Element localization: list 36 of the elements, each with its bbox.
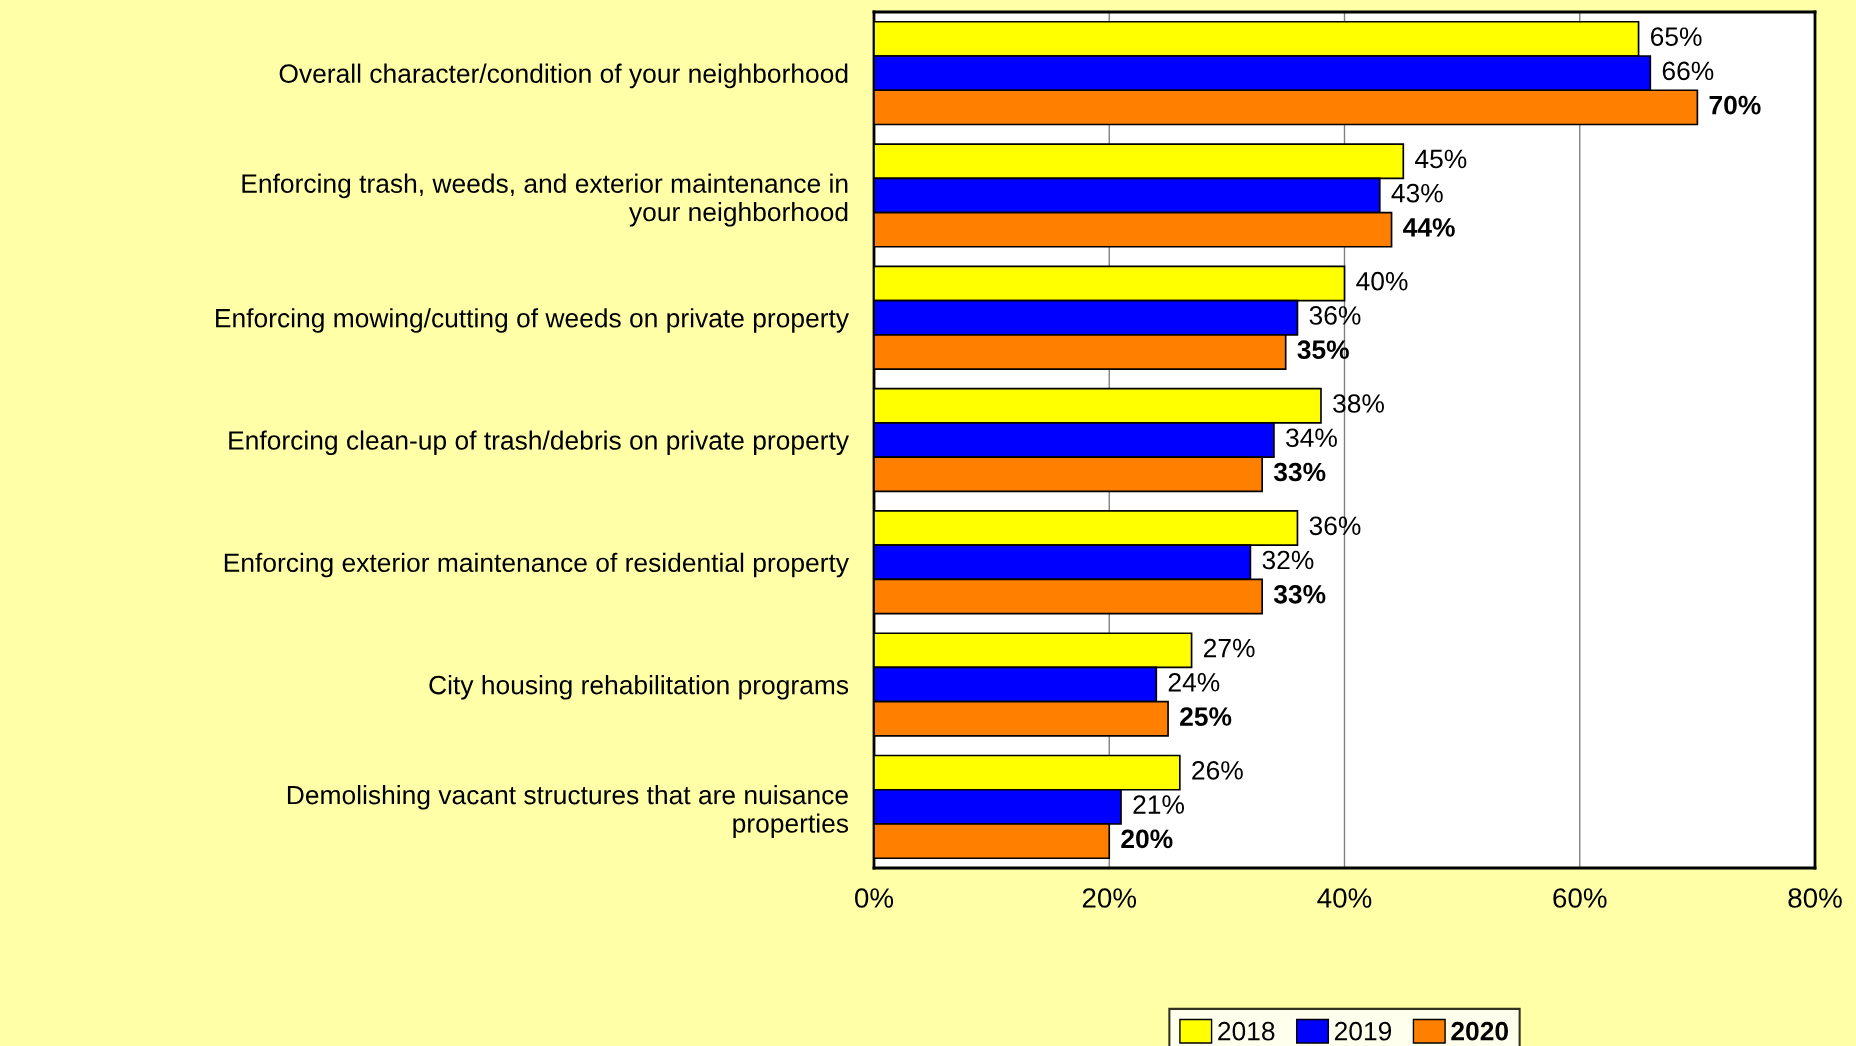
x-tick-label: 80%: [1788, 888, 1842, 908]
data-label: 36%: [1309, 516, 1361, 536]
y-tick-label: Enforcing clean-up of trash/debris on private property: [229, 430, 849, 456]
y-tick-label: Demolishing vacant structures that are nuisance properties: [287, 785, 849, 839]
y-tick-label: Enforcing trash, weeds, and exterior maintenance in your neighborhood: [242, 173, 848, 227]
data-label: 35%: [1297, 340, 1349, 360]
y-tick-label: Enforcing mowing/cutting of weeds on private property: [216, 308, 849, 333]
x-tick-label: 0%: [855, 888, 894, 908]
legend-label: 2020: [1451, 1021, 1508, 1041]
data-label: 25%: [1180, 707, 1232, 726]
data-label: 20%: [1121, 829, 1173, 849]
data-label: 26%: [1192, 761, 1243, 780]
data-label: 40%: [1356, 271, 1408, 291]
legend-label: 2018: [1218, 1021, 1275, 1041]
data-label: 43%: [1391, 183, 1443, 203]
data-label: 24%: [1168, 672, 1220, 692]
data-label: 44%: [1403, 218, 1455, 237]
data-label: 21%: [1133, 795, 1184, 814]
data-label: 33%: [1273, 462, 1326, 482]
data-label: 32%: [1262, 550, 1314, 570]
data-label: 66%: [1662, 61, 1714, 81]
data-label: 65%: [1651, 27, 1702, 46]
y-tick-label: Enforcing exterior maintenance of residential property: [224, 552, 849, 578]
data-label: 33%: [1273, 584, 1326, 604]
legend-label: 2019: [1334, 1021, 1392, 1041]
x-tick-label: 20%: [1082, 888, 1137, 908]
y-tick-label: City housing rehabilitation programs: [429, 675, 849, 700]
data-label: 36%: [1309, 306, 1361, 325]
data-label: 38%: [1333, 394, 1384, 413]
data-label: 70%: [1709, 95, 1761, 115]
y-tick-label: Overall character/condition of your neighborhood: [279, 63, 848, 89]
x-tick-label: 60%: [1553, 888, 1607, 908]
data-label: 45%: [1415, 149, 1467, 169]
x-tick-label: 40%: [1317, 888, 1372, 908]
data-label: 27%: [1204, 638, 1255, 658]
data-label: 34%: [1286, 428, 1337, 448]
